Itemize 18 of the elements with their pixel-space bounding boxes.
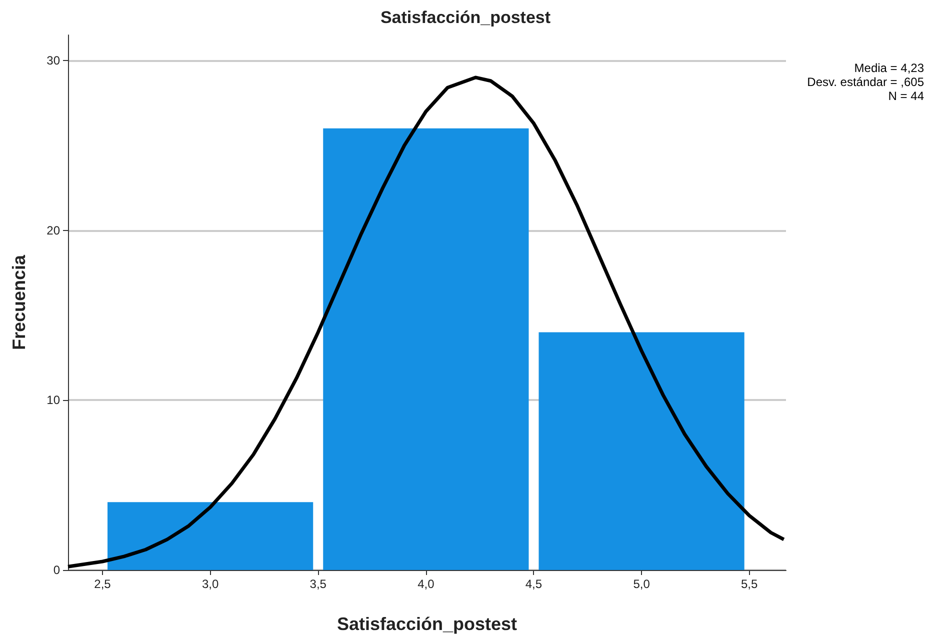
y-tick-label: 10 — [46, 393, 60, 408]
chart-title: Satisfacción_postest — [380, 8, 551, 27]
y-axis-title: Frecuencia — [9, 254, 29, 350]
x-tick-label: 4,5 — [525, 577, 542, 591]
x-tick-label: 3,5 — [310, 577, 327, 591]
x-axis-title: Satisfacción_postest — [336, 614, 518, 634]
x-tick-label: 2,5 — [94, 577, 112, 591]
x-tick-label: 3,0 — [202, 577, 219, 591]
x-tick-label: 4,0 — [418, 577, 435, 591]
y-tick-label: 0 — [53, 563, 60, 577]
text: Desv. estándar = ,605 — [807, 75, 924, 89]
line-series — [66, 76, 786, 568]
x-tick-label: 5,5 — [741, 577, 758, 591]
y-tick-label: 20 — [46, 223, 60, 238]
x-tick-label: 5,0 — [633, 577, 650, 591]
text: N = 44 — [888, 89, 924, 103]
text: Media = 4,23 — [854, 61, 924, 75]
y-tick-label: 30 — [46, 53, 60, 68]
